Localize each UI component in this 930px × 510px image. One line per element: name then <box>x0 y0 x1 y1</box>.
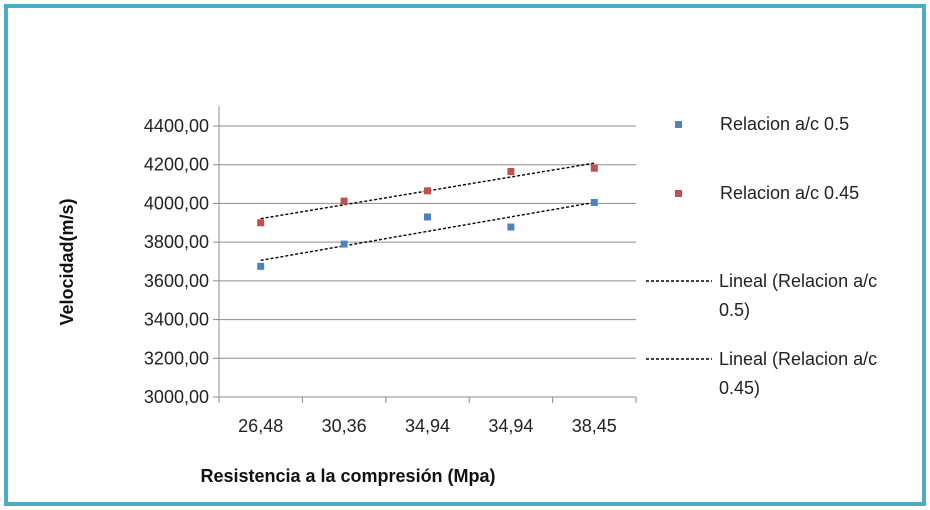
legend-label-trendline-0-45-line2: 0.45) <box>719 378 760 398</box>
y-tick-label-1: 3200,00 <box>144 348 209 368</box>
y-tick-label-7: 4400,00 <box>144 116 209 136</box>
y-tick-label-4: 3800,00 <box>144 232 209 252</box>
legend-label-trendline-0-5-line2: 0.5) <box>719 300 750 320</box>
y-tick-label-5: 4000,00 <box>144 193 209 213</box>
x-tick-labels: 26,48 30,36 34,94 34,94 38,45 <box>238 416 617 436</box>
y-tick-label-6: 4200,00 <box>144 155 209 175</box>
trendline-1 <box>260 162 595 220</box>
legend-label-relacion-0-45: Relacion a/c 0.45 <box>720 183 859 203</box>
point-series-0-4 <box>590 198 598 206</box>
point-series-0-1 <box>340 240 348 248</box>
trendline-0 <box>260 201 595 262</box>
y-tick-label-0: 3000,00 <box>144 387 209 407</box>
point-series-0-0 <box>257 262 265 270</box>
trendlines <box>260 162 595 262</box>
gridlines <box>213 106 637 403</box>
point-series-0-2 <box>424 213 431 221</box>
point-series-0-3 <box>507 223 515 231</box>
x-tick-label-3: 34,94 <box>488 416 533 436</box>
legend-label-relacion-0-5: Relacion a/c 0.5 <box>720 114 849 134</box>
point-series-1-2 <box>424 187 431 195</box>
legend-label-trendline-0-5-line1: Lineal (Relacion a/c <box>719 271 877 291</box>
y-tick-labels: 3000,00 3200,00 3400,00 3600,00 3800,00 4000,… <box>144 116 209 407</box>
chart-frame <box>4 4 926 506</box>
point-series-1-1 <box>340 197 348 205</box>
legend-label-trendline-0-45-line1: Lineal (Relacion a/c <box>719 349 877 369</box>
data-points <box>257 164 598 270</box>
legend-marker-relacion-0-5 <box>675 121 682 128</box>
x-tick-label-0: 26,48 <box>238 416 283 436</box>
point-series-1-4 <box>590 164 598 172</box>
x-axis-title: Resistencia a la compresión (Mpa) <box>200 466 495 486</box>
y-axis-title: Velocidad(m/s) <box>57 198 77 325</box>
x-tick-label-1: 30,36 <box>322 416 367 436</box>
x-tick-label-4: 38,45 <box>572 416 617 436</box>
point-series-1-0 <box>257 219 265 227</box>
y-tick-label-2: 3400,00 <box>144 310 209 330</box>
y-tick-label-3: 3600,00 <box>144 271 209 291</box>
legend: Relacion a/c 0.5 Relacion a/c 0.45 Linea… <box>646 114 877 398</box>
legend-marker-relacion-0-45 <box>675 190 682 197</box>
point-series-1-3 <box>507 167 515 175</box>
x-tick-label-2: 34,94 <box>405 416 450 436</box>
